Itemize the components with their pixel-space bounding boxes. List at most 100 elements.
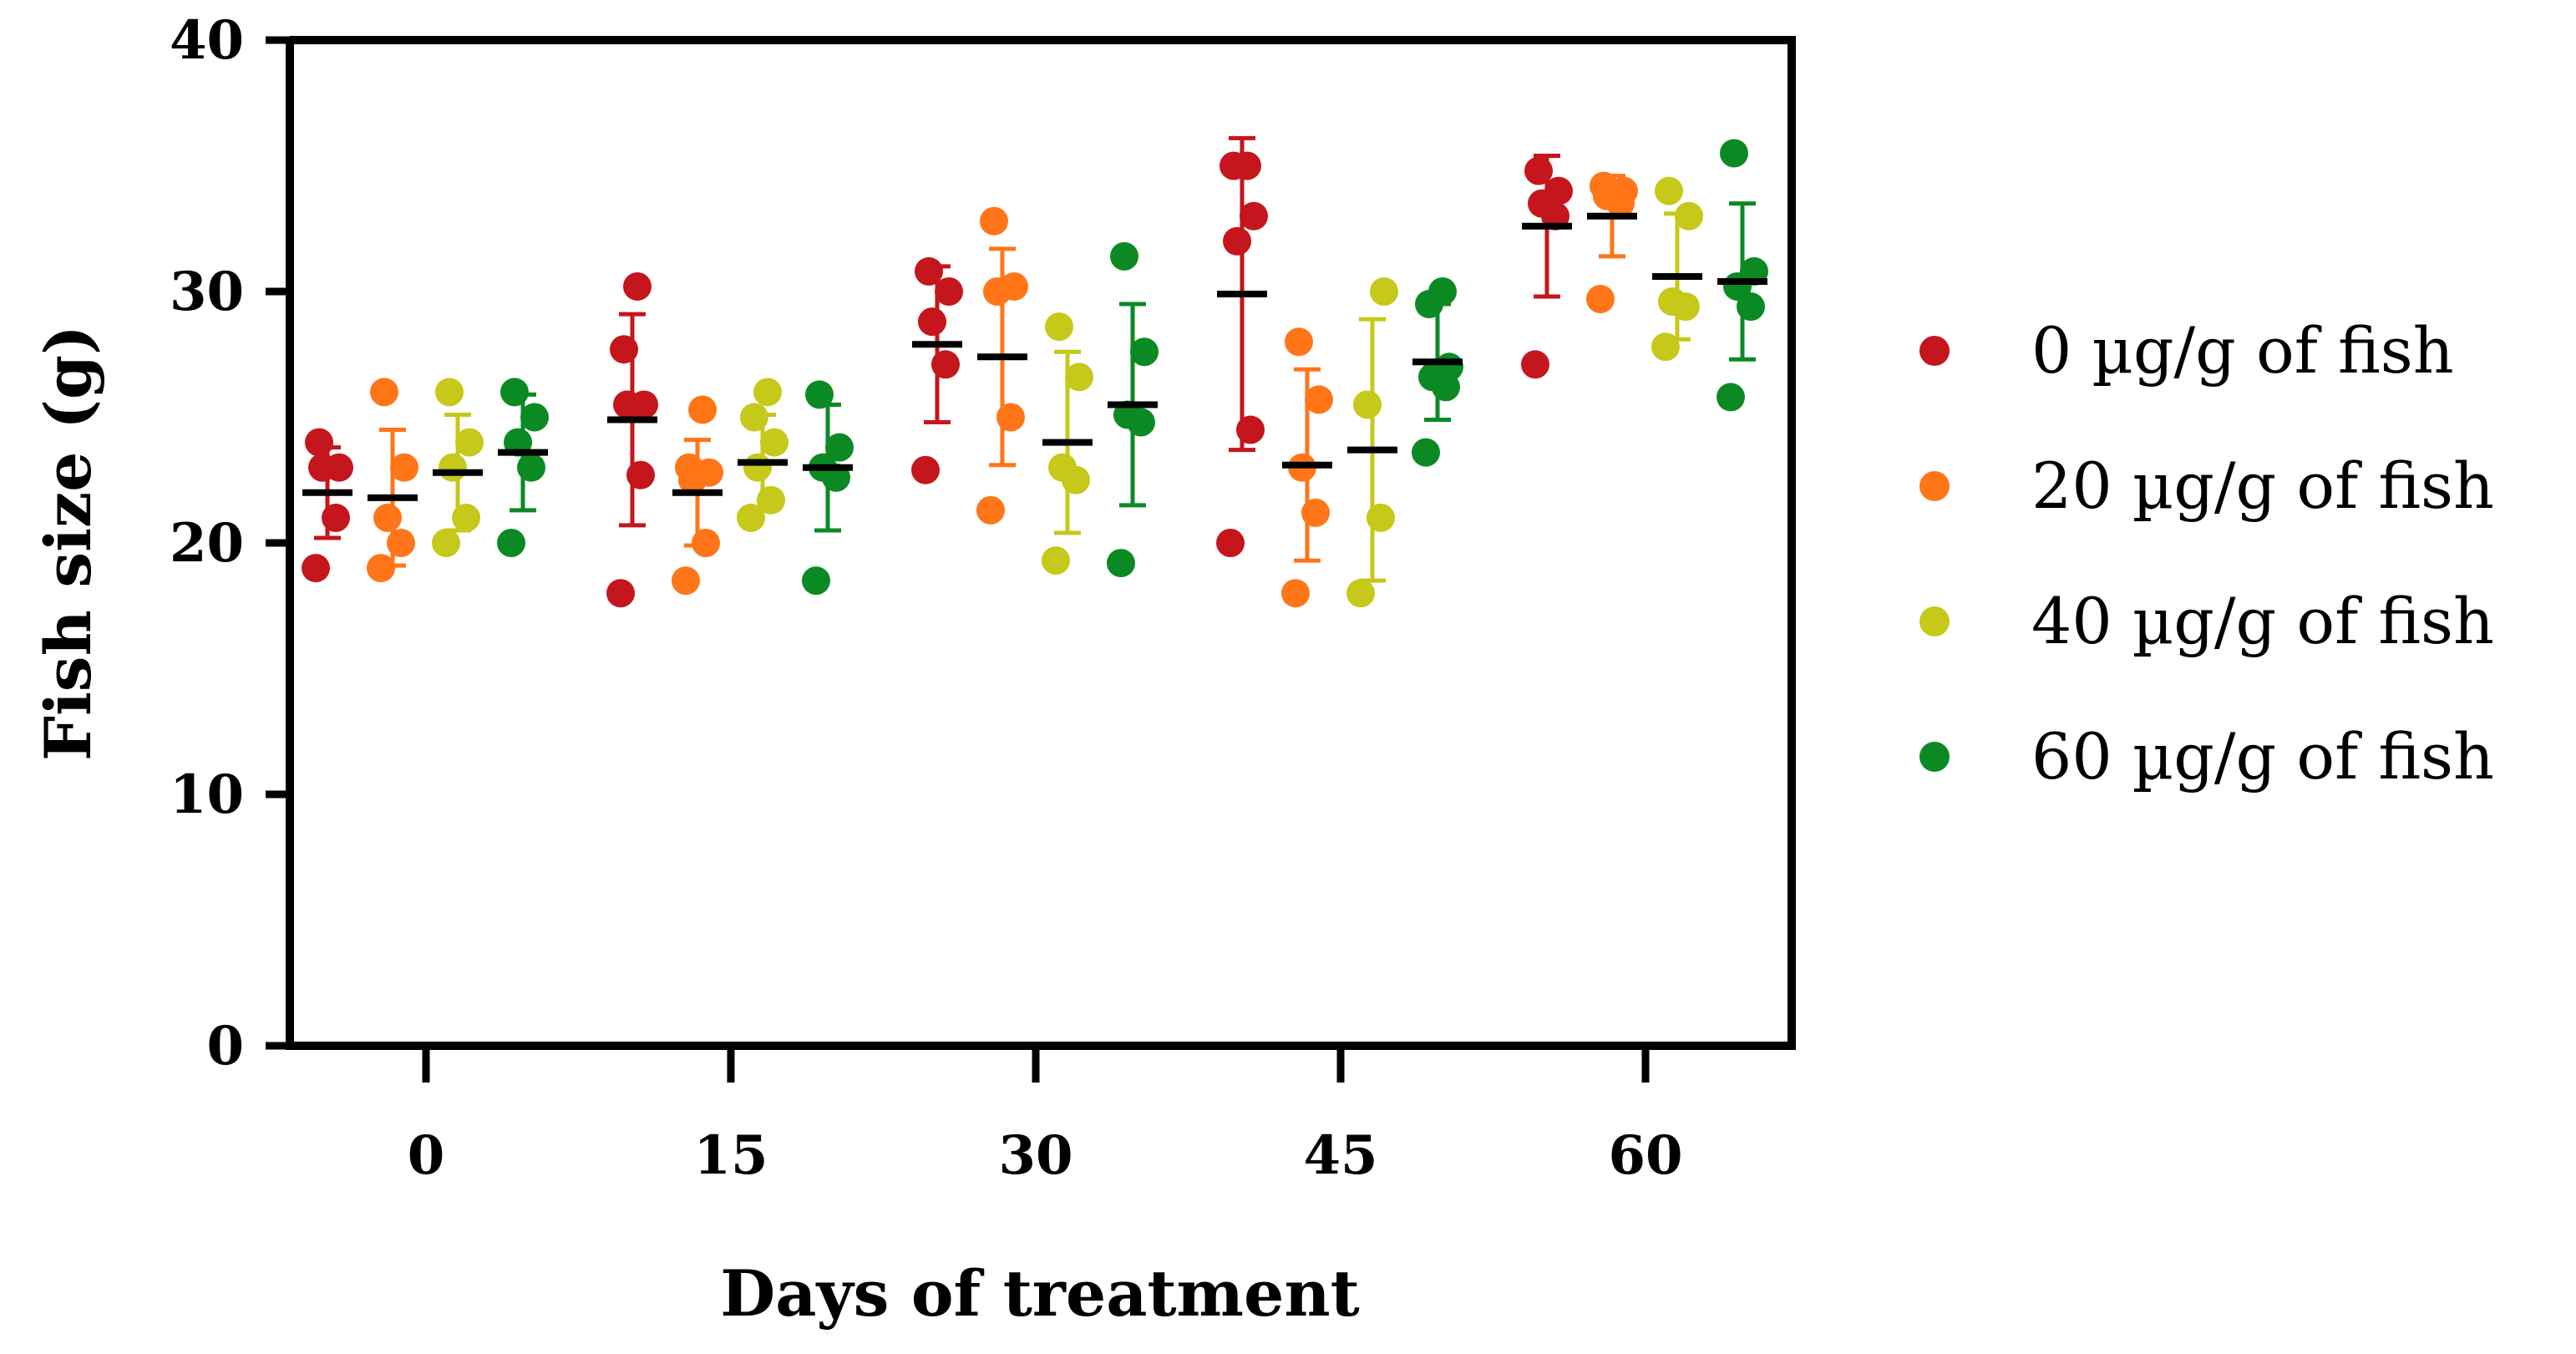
data-point	[1233, 151, 1261, 180]
y-tick-label: 40	[170, 9, 244, 72]
data-point	[1428, 277, 1457, 306]
data-point	[500, 378, 529, 407]
data-point	[455, 428, 484, 457]
x-tick-label: 60	[1608, 1124, 1682, 1187]
x-tick-label: 15	[693, 1124, 768, 1187]
data-point	[1045, 312, 1073, 342]
data-point	[1367, 503, 1395, 532]
data-point	[1651, 332, 1680, 362]
data-point	[1370, 277, 1398, 306]
data-point	[1658, 287, 1686, 317]
x-tick-label: 45	[1303, 1124, 1377, 1187]
legend-marker	[1919, 606, 1950, 636]
y-tick-label: 0	[206, 1015, 244, 1078]
data-point	[753, 378, 782, 407]
data-point	[692, 529, 720, 557]
data-point	[976, 495, 1005, 525]
data-point	[1110, 241, 1138, 271]
data-point	[370, 378, 398, 407]
data-point	[373, 503, 402, 532]
data-point	[435, 378, 464, 407]
data-point	[996, 403, 1025, 432]
legend-marker	[1919, 471, 1950, 501]
data-point	[1435, 352, 1463, 382]
data-point	[1524, 156, 1553, 185]
data-point	[805, 380, 834, 409]
legend-label: 60 µg/g of fish	[2031, 719, 2494, 794]
data-point	[517, 453, 545, 482]
data-point	[432, 529, 460, 557]
data-point	[1048, 453, 1077, 482]
y-tick-label: 20	[170, 512, 244, 575]
data-point	[918, 307, 946, 337]
data-point	[390, 453, 418, 482]
data-point	[520, 403, 549, 432]
data-point	[1130, 337, 1159, 367]
data-point	[1236, 415, 1265, 444]
data-point	[1412, 438, 1440, 467]
data-point	[302, 554, 330, 583]
data-point	[452, 503, 480, 532]
data-point	[1065, 363, 1093, 392]
data-point	[322, 503, 350, 532]
x-axis-title: Days of treatment	[720, 1256, 1359, 1331]
data-point	[1590, 171, 1618, 200]
data-point	[931, 350, 960, 379]
data-point	[1285, 327, 1313, 357]
data-point	[935, 277, 963, 306]
data-point	[367, 554, 395, 583]
data-point	[305, 428, 333, 457]
legend-marker	[1919, 336, 1950, 366]
data-point	[1223, 226, 1251, 256]
data-point	[610, 335, 638, 364]
data-point	[802, 566, 830, 596]
data-point	[1042, 546, 1070, 576]
data-point	[980, 206, 1008, 236]
data-point	[497, 529, 525, 557]
data-point	[439, 453, 467, 482]
data-point	[623, 271, 652, 301]
data-point	[675, 453, 703, 482]
data-point	[325, 453, 353, 482]
legend-marker	[1919, 742, 1950, 772]
y-axis-title: Fish size (g)	[31, 325, 105, 761]
data-point	[760, 428, 789, 457]
data-point	[672, 566, 700, 596]
axis-ticks: 0 10 20 30 40 0 15 30 45 60	[170, 9, 1683, 1187]
data-point	[740, 403, 768, 432]
axes	[286, 36, 1796, 1050]
y-tick-label: 30	[170, 261, 244, 323]
data-point	[1720, 139, 1748, 168]
data-point	[1305, 385, 1333, 414]
data-point	[1107, 549, 1135, 578]
legend-label: 20 µg/g of fish	[2031, 449, 2494, 523]
data-point	[1301, 498, 1330, 527]
legend-label: 0 µg/g of fish	[2031, 313, 2454, 388]
data-point	[1216, 529, 1245, 557]
data-point	[1000, 271, 1028, 301]
data-point	[1346, 579, 1375, 608]
data-point	[606, 579, 635, 608]
legend: 0 µg/g of fish 20 µg/g of fish 40 µg/g of …	[1919, 313, 2494, 794]
data-point	[1544, 176, 1573, 205]
y-tick-label: 10	[170, 763, 244, 826]
plot-area	[302, 135, 1768, 608]
data-point	[1716, 383, 1745, 412]
data-point	[825, 433, 854, 462]
data-point	[915, 256, 943, 286]
data-point	[743, 453, 772, 482]
data-point	[1521, 350, 1549, 379]
legend-label: 40 µg/g of fish	[2031, 584, 2494, 658]
data-point	[1353, 390, 1382, 419]
data-point	[1586, 285, 1615, 314]
data-point	[757, 485, 785, 515]
data-point	[1655, 176, 1683, 205]
x-tick-label: 0	[408, 1124, 445, 1187]
data-point	[911, 455, 940, 484]
data-point	[626, 460, 655, 489]
x-tick-label: 30	[998, 1124, 1072, 1187]
data-point	[1240, 201, 1268, 231]
data-point	[737, 503, 765, 532]
data-point	[1281, 579, 1310, 608]
